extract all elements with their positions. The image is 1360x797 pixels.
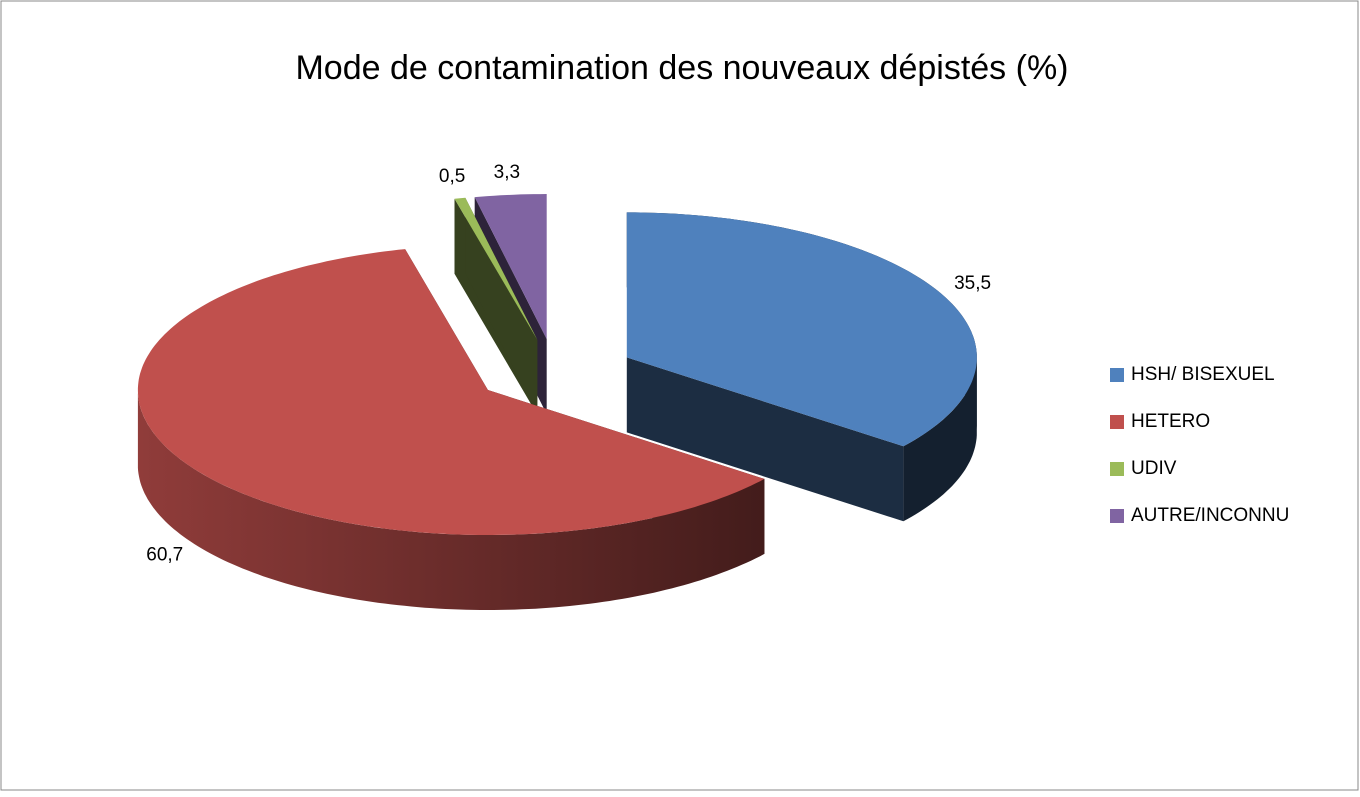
slice — [137, 249, 765, 535]
slice-side — [903, 357, 977, 522]
slice-side — [137, 390, 765, 610]
slice — [626, 212, 977, 447]
legend-swatch — [1110, 462, 1124, 476]
slice-side — [465, 197, 538, 415]
legend-label: HSH/ BISEXUEL — [1131, 364, 1275, 385]
legend-swatch — [1110, 368, 1124, 382]
data-label: 3,3 — [494, 162, 520, 183]
legend-label: UDIV — [1131, 458, 1177, 479]
legend-label: AUTRE/INCONNU — [1131, 505, 1289, 526]
slice-side — [626, 357, 904, 522]
slice — [454, 197, 538, 340]
legend-swatch — [1110, 509, 1124, 523]
data-label: 0,5 — [439, 166, 465, 187]
legend-swatch — [1110, 415, 1124, 429]
data-label: 60,7 — [146, 545, 183, 566]
data-label: 35,5 — [954, 273, 991, 294]
slice — [474, 194, 547, 339]
chart-title: Mode de contamination des nouveaux dépis… — [295, 49, 1068, 87]
legend-label: HETERO — [1131, 411, 1210, 432]
